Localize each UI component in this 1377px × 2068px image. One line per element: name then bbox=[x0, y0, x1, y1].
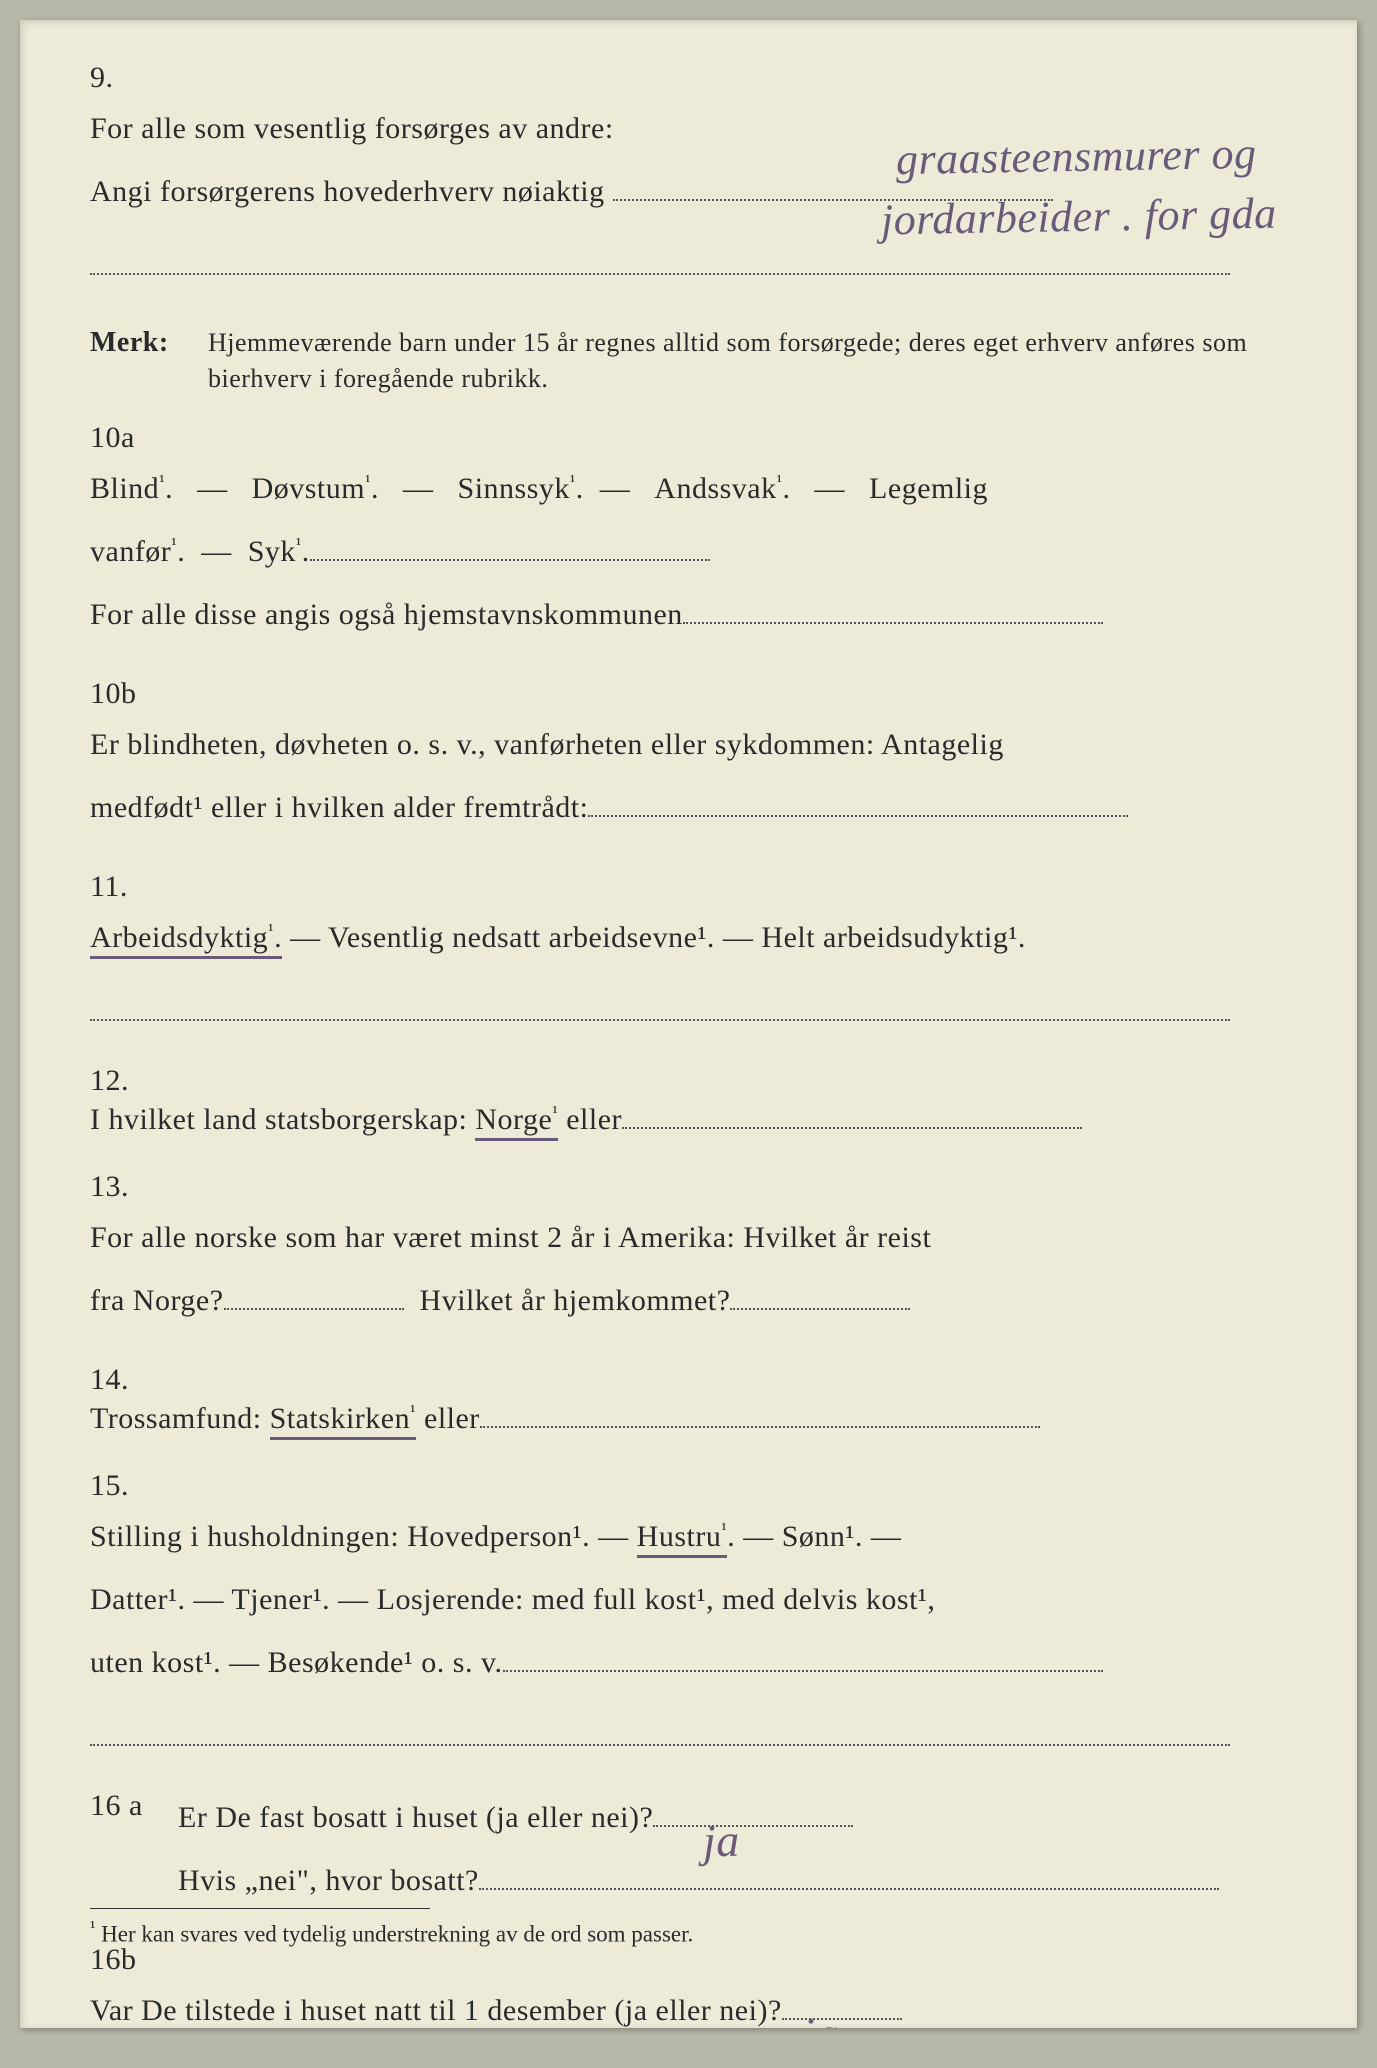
sup: ¹ bbox=[159, 471, 165, 491]
question-13: 13. For alle norske som har været minst … bbox=[90, 1167, 1307, 1332]
q15-body: Stilling i husholdningen: Hovedperson¹. … bbox=[90, 1505, 1230, 1746]
q11-arbeidsdyktig-underlined: Arbeidsdyktig¹. bbox=[90, 921, 282, 959]
q11-body: Arbeidsdyktig¹. — Vesentlig nedsatt arbe… bbox=[90, 906, 1230, 1021]
q14-num: 14. bbox=[90, 1360, 160, 1399]
sup: ¹ bbox=[268, 920, 274, 940]
q16b-blank1[interactable]: ja bbox=[782, 2018, 902, 2020]
q16a-line1: Er De fast bosatt i huset (ja eller nei)… bbox=[178, 1801, 653, 1834]
q12-body: I hvilket land statsborgerskap: Norge¹ e… bbox=[90, 1100, 1230, 1139]
q11-opt1: Arbeidsdyktig bbox=[90, 921, 268, 954]
form-content: 9. For alle som vesentlig forsørges av a… bbox=[90, 50, 1307, 1968]
question-11: 11. Arbeidsdyktig¹. — Vesentlig nedsatt … bbox=[90, 867, 1307, 1021]
q10a-blind: Blind bbox=[90, 472, 159, 505]
q10a-body: Blind¹. — Døvstum¹. — Sinnssyk¹. — Andss… bbox=[90, 457, 1230, 646]
footnote-text: ¹ Her kan svares ved tydelig understrekn… bbox=[90, 1917, 693, 1948]
q14-stat: Statskirken bbox=[270, 1402, 411, 1435]
footnote-body: Her kan svares ved tydelig understreknin… bbox=[95, 1922, 693, 1947]
q11-rest: — Vesentlig nedsatt arbeidsevne¹. — Helt… bbox=[282, 921, 1026, 954]
question-10a: 10a Blind¹. — Døvstum¹. — Sinnssyk¹. — A… bbox=[90, 418, 1307, 646]
q9-line2: Angi forsørgerens hovederhverv nøiaktig bbox=[90, 175, 605, 208]
q15-l1pre: Stilling i husholdningen: Hovedperson¹. … bbox=[90, 1520, 637, 1553]
q13-blank1[interactable] bbox=[224, 1308, 404, 1310]
q15-hustru: Hustru bbox=[637, 1520, 722, 1553]
q15-l2: Datter¹. — Tjener¹. — Losjerende: med fu… bbox=[90, 1583, 935, 1616]
form-page: 9. For alle som vesentlig forsørges av a… bbox=[20, 20, 1357, 2028]
q10a-andssvak: Andssvak bbox=[654, 472, 776, 505]
q15-blank1[interactable] bbox=[503, 1670, 1103, 1672]
q12-pre: I hvilket land statsborgerskap: bbox=[90, 1103, 475, 1136]
q16b-body: Var De tilstede i huset natt til 1 desem… bbox=[90, 1979, 1230, 2028]
q15-blank2[interactable] bbox=[90, 1724, 1230, 1746]
sup: ¹ bbox=[570, 471, 576, 491]
q9-num: 9. bbox=[90, 58, 160, 97]
q13-blank2[interactable] bbox=[730, 1308, 910, 1310]
q16a-handwriting: ja bbox=[702, 1792, 740, 1889]
q14-statskirken-underlined: Statskirken¹ bbox=[270, 1402, 416, 1440]
q10a-num: 10a bbox=[90, 418, 160, 457]
q10b-blank[interactable] bbox=[588, 815, 1128, 817]
q12-num: 12. bbox=[90, 1061, 160, 1100]
q10a-vanfor: vanfør bbox=[90, 535, 171, 568]
question-16b: 16b Var De tilstede i huset natt til 1 d… bbox=[90, 1940, 1307, 2028]
q16a-num: 16 a bbox=[90, 1786, 170, 1825]
q9-line1: For alle som vesentlig forsørges av andr… bbox=[90, 112, 614, 145]
note-merk: Merk: Hjemmeværende barn under 15 år reg… bbox=[90, 325, 1307, 398]
q10b-num: 10b bbox=[90, 674, 160, 713]
q16b-handwriting: ja bbox=[801, 1985, 839, 2028]
question-10b: 10b Er blindheten, døvheten o. s. v., va… bbox=[90, 674, 1307, 839]
q16a-blank1[interactable]: ja bbox=[653, 1825, 853, 1827]
q12-blank[interactable] bbox=[622, 1127, 1082, 1129]
q15-num: 15. bbox=[90, 1466, 160, 1505]
q13-line2b: Hvilket år hjemkommet? bbox=[420, 1284, 731, 1317]
q10a-blank2[interactable] bbox=[683, 622, 1103, 624]
q12-norge: Norge bbox=[475, 1103, 552, 1136]
q15-l1post: . — Sønn¹. — bbox=[727, 1520, 901, 1553]
q14-body: Trossamfund: Statskirken¹ eller bbox=[90, 1399, 1230, 1438]
q9-body: For alle som vesentlig forsørges av andr… bbox=[90, 97, 1230, 275]
q14-post: eller bbox=[416, 1402, 480, 1435]
footnote-area: ¹ Her kan svares ved tydelig understrekn… bbox=[90, 1868, 693, 1948]
q11-num: 11. bbox=[90, 867, 160, 906]
question-12: 12. I hvilket land statsborgerskap: Norg… bbox=[90, 1061, 1307, 1139]
q10a-blank1[interactable] bbox=[310, 559, 710, 561]
q16b-line1: Var De tilstede i huset natt til 1 desem… bbox=[90, 1994, 782, 2027]
merk-label: Merk: bbox=[90, 325, 200, 361]
q9-handwriting-2: jordarbeider . for gda bbox=[881, 185, 1278, 249]
q14-pre: Trossamfund: bbox=[90, 1402, 270, 1435]
q13-line2a: fra Norge? bbox=[90, 1284, 224, 1317]
q10b-line1: Er blindheten, døvheten o. s. v., vanfør… bbox=[90, 728, 1004, 761]
sup: ¹ bbox=[777, 471, 783, 491]
question-9: 9. For alle som vesentlig forsørges av a… bbox=[90, 58, 1307, 275]
q12-norge-underlined: Norge¹ bbox=[475, 1103, 558, 1141]
q10a-legemlig: Legemlig bbox=[869, 472, 988, 505]
q9-handwriting-1: graasteensmurer og bbox=[896, 125, 1258, 188]
q12-post: eller bbox=[558, 1103, 622, 1136]
q15-hustru-underlined: Hustru¹ bbox=[637, 1520, 728, 1558]
q13-line1: For alle norske som har været minst 2 år… bbox=[90, 1221, 931, 1254]
footnote-rule bbox=[90, 1908, 430, 1909]
merk-text: Hjemmeværende barn under 15 år regnes al… bbox=[208, 325, 1288, 398]
sup: ¹ bbox=[171, 534, 177, 554]
q10a-sinnssyk: Sinnssyk bbox=[458, 472, 570, 505]
q14-blank[interactable] bbox=[480, 1426, 1040, 1428]
q11-blank[interactable] bbox=[90, 999, 1230, 1021]
sup: ¹ bbox=[365, 471, 371, 491]
q10b-line2: medfødt¹ eller i hvilken alder fremtrådt… bbox=[90, 791, 588, 824]
q13-num: 13. bbox=[90, 1167, 160, 1206]
q15-l3: uten kost¹. — Besøkende¹ o. s. v. bbox=[90, 1646, 503, 1679]
q10a-dovstum: Døvstum bbox=[252, 472, 366, 505]
q9-blank2[interactable] bbox=[90, 253, 1230, 275]
q10a-line3: For alle disse angis også hjemstavnskomm… bbox=[90, 598, 683, 631]
question-14: 14. Trossamfund: Statskirken¹ eller bbox=[90, 1360, 1307, 1438]
q13-body: For alle norske som har været minst 2 år… bbox=[90, 1206, 1230, 1332]
q10a-syk: Syk bbox=[248, 535, 296, 568]
sup: ¹ bbox=[296, 534, 302, 554]
q10b-body: Er blindheten, døvheten o. s. v., vanfør… bbox=[90, 713, 1230, 839]
question-15: 15. Stilling i husholdningen: Hovedperso… bbox=[90, 1466, 1307, 1746]
